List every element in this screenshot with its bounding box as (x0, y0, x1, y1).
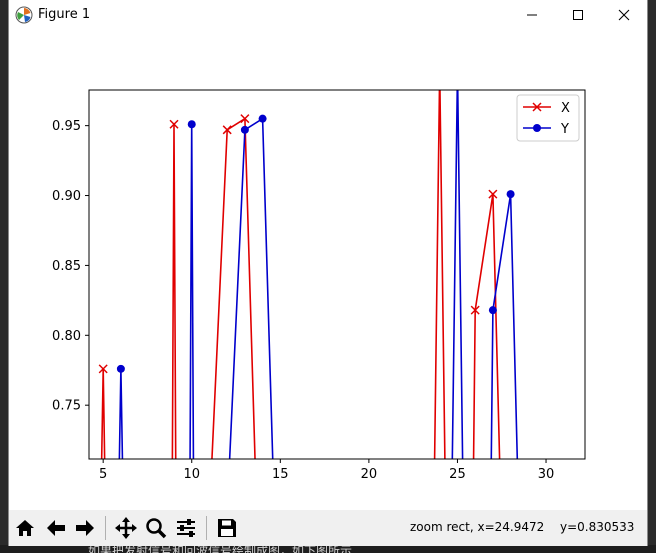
legend-label-x: X (561, 101, 570, 116)
status-coordinates-x: zoom rect, x=24.9472 (410, 520, 545, 534)
series-line-x (100, 90, 501, 459)
marker-x-stroke (470, 305, 480, 315)
y-tick-label: 0.80 (52, 329, 81, 344)
x-tick-label: 25 (449, 467, 466, 482)
marker-y (187, 120, 196, 129)
x-tick-label: 5 (99, 467, 107, 482)
pan-button[interactable] (112, 514, 140, 542)
configure-subplots-icon (177, 519, 195, 537)
legend-label-y: Y (560, 122, 569, 137)
home-icon (16, 520, 34, 536)
close-button[interactable] (601, 0, 647, 30)
marker-x (488, 189, 498, 199)
forward-button[interactable] (71, 514, 99, 542)
background-window-left (0, 0, 9, 553)
marker-x-stroke (222, 125, 232, 135)
marker-y (258, 114, 267, 123)
x-tick-label: 30 (538, 467, 555, 482)
back-icon (47, 520, 65, 536)
figure-window: Figure 1 5 10 15 20 25 30 0.75 0.80 0.85 0.90 0.95 (8, 0, 648, 546)
status-coordinates-y: y=0.830533 (560, 520, 635, 534)
x-tick-label: 10 (183, 467, 200, 482)
background-text: 如果把发射信号和回波信号绘制成图，如下图所示 (88, 545, 353, 553)
y-tick-label: 0.85 (52, 259, 81, 274)
marker-x-stroke (488, 189, 498, 199)
navigation-toolbar: zoom rect, x=24.9472 y=0.830533 (9, 510, 647, 546)
configure-subplots-button[interactable] (172, 514, 200, 542)
legend: X Y (516, 94, 580, 142)
axes-frame (88, 89, 586, 460)
minimize-icon (527, 14, 537, 16)
minimize-button[interactable] (509, 0, 555, 30)
close-icon (618, 9, 630, 21)
maximize-icon (573, 10, 583, 20)
y-tick-label: 0.95 (52, 119, 81, 134)
zoom-button[interactable] (142, 514, 170, 542)
window-title: Figure 1 (38, 7, 91, 22)
background-window-right (647, 0, 656, 553)
marker-x (169, 119, 179, 129)
figure-canvas[interactable]: 5 10 15 20 25 30 0.75 0.80 0.85 0.90 0.95 X Y (9, 30, 647, 510)
x-tick-label: 15 (272, 467, 289, 482)
save-button[interactable] (213, 514, 241, 542)
home-button[interactable] (11, 514, 39, 542)
maximize-button[interactable] (555, 0, 601, 30)
pan-icon (115, 517, 137, 539)
matplotlib-icon (15, 6, 33, 24)
marker-y (506, 190, 515, 199)
legend-marker-y (533, 124, 541, 132)
forward-icon (76, 520, 94, 536)
toolbar-separator (206, 516, 207, 540)
x-tick-label: 20 (361, 467, 378, 482)
y-tick-label: 0.75 (52, 399, 81, 414)
marker-y (488, 306, 497, 315)
marker-x-stroke (98, 364, 108, 374)
marker-x (470, 305, 480, 315)
marker-y (116, 364, 125, 373)
legend-marker-x (532, 102, 542, 112)
marker-x (240, 114, 250, 124)
y-tick-label: 0.90 (52, 189, 81, 204)
series-line-y (118, 90, 519, 459)
line-chart[interactable]: 5 10 15 20 25 30 0.75 0.80 0.85 0.90 0.95 X Y (9, 30, 647, 510)
marker-x-stroke (169, 119, 179, 129)
back-button[interactable] (42, 514, 70, 542)
save-icon (218, 519, 236, 537)
marker-x-stroke (240, 114, 250, 124)
zoom-icon (146, 518, 167, 539)
marker-x (222, 125, 232, 135)
marker-x (98, 364, 108, 374)
marker-y (240, 125, 249, 134)
title-bar[interactable]: Figure 1 (9, 0, 647, 30)
background-window-bottom: 如果把发射信号和回波信号绘制成图，如下图所示 (0, 545, 656, 553)
toolbar-separator (105, 516, 106, 540)
